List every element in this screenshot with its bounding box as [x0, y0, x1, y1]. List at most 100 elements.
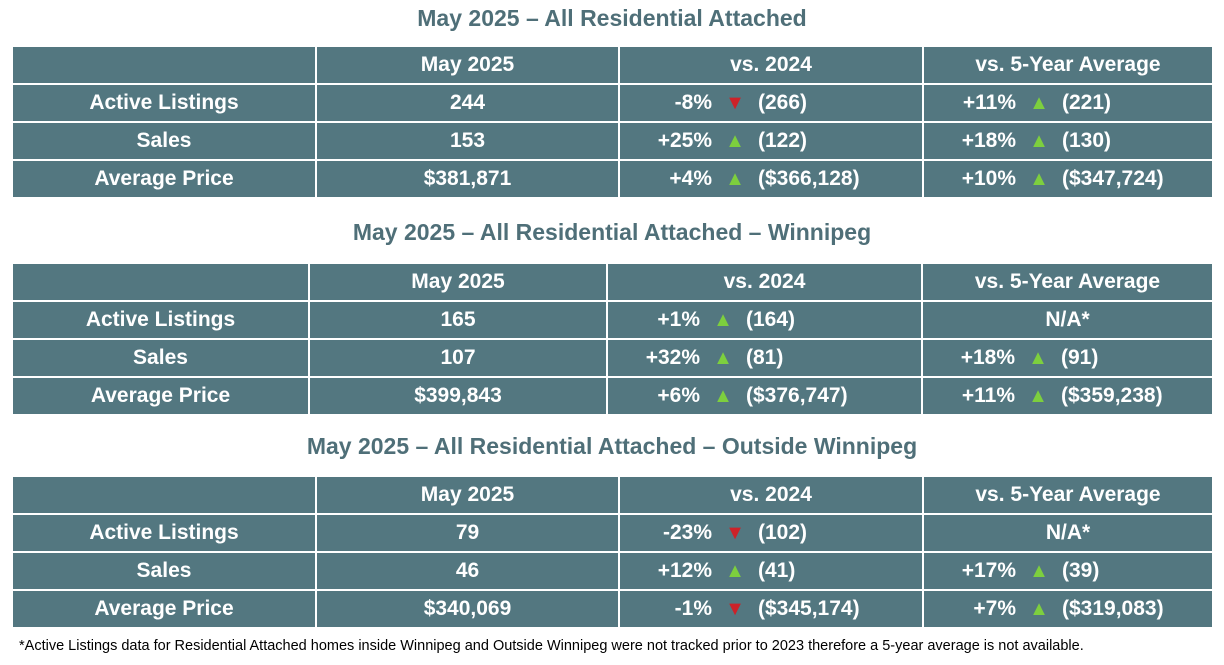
table-row: Average Price $340,069 -1% ▼ ($345,174) +7% ▲ (… [13, 589, 1212, 627]
vs-5yr-avg-cell: N/A* [922, 513, 1212, 553]
vs-2024-cell: -23% ▼ (102) [618, 513, 924, 553]
comparison: +7% ▲ ($319,083) [924, 591, 1212, 627]
comparison: +12% ▲ (41) [620, 553, 922, 589]
comparison: +25% ▲ (122) [620, 123, 922, 159]
percent-change: +25% [657, 129, 712, 152]
current-value: 107 [308, 338, 608, 378]
triangle-up-icon: ▲ [713, 308, 733, 331]
comparison: +1% ▲ (164) [608, 302, 921, 338]
vs-2024-cell: +32% ▲ (81) [606, 338, 923, 378]
percent-change: +10% [961, 167, 1016, 190]
percent-change: -1% [674, 597, 712, 620]
row-label: Sales [13, 551, 317, 591]
header-row: May 2025 vs. 2024 vs. 5-Year Average [13, 475, 1212, 515]
table-row: Average Price $381,871 +4% ▲ ($366,128) +10% ▲… [13, 159, 1212, 197]
current-value: $399,843 [308, 376, 608, 414]
table-row: Active Listings 79 -23% ▼ (102) N/A* [13, 513, 1212, 553]
percent-change: +11% [962, 91, 1016, 114]
current-value: 165 [308, 300, 608, 340]
percent-change: +7% [973, 597, 1016, 620]
comparison: -23% ▼ (102) [620, 515, 922, 551]
row-label: Average Price [13, 376, 310, 414]
comparison: +11% ▲ ($359,238) [923, 378, 1212, 414]
column-header: vs. 2024 [618, 475, 924, 515]
previous-value: ($319,083) [1062, 597, 1164, 620]
current-value: 46 [315, 551, 620, 591]
percent-change: +6% [657, 384, 700, 407]
previous-value: ($359,238) [1061, 384, 1163, 407]
triangle-up-icon: ▲ [713, 384, 733, 407]
table-row: Sales 46 +12% ▲ (41) +17% ▲ (39) [13, 551, 1212, 591]
percent-change: +4% [669, 167, 712, 190]
column-header: vs. 5-Year Average [921, 262, 1212, 302]
footnote: *Active Listings data for Residential At… [19, 638, 1084, 654]
row-label: Sales [13, 338, 310, 378]
triangle-up-icon: ▲ [1029, 129, 1049, 152]
comparison: +10% ▲ ($347,724) [924, 161, 1212, 197]
percent-change: +17% [961, 559, 1016, 582]
previous-value: (164) [746, 308, 796, 331]
previous-value: ($366,128) [758, 167, 860, 190]
column-header: May 2025 [315, 475, 620, 515]
percent-change: -8% [674, 91, 712, 114]
column-header: vs. 5-Year Average [922, 45, 1212, 85]
vs-5yr-avg-cell: +11% ▲ (221) [922, 83, 1212, 123]
vs-5yr-avg-cell: +11% ▲ ($359,238) [921, 376, 1212, 414]
previous-value: (221) [1062, 91, 1112, 114]
stats-table: May 2025 vs. 2024 vs. 5-Year Average Active… [13, 475, 1212, 627]
table-title: May 2025 – All Residential Attached – Wi… [352, 219, 872, 245]
stats-table: May 2025 vs. 2024 vs. 5-Year Average Active… [13, 262, 1212, 414]
current-value: $381,871 [315, 159, 620, 197]
header-row: May 2025 vs. 2024 vs. 5-Year Average [13, 262, 1212, 302]
triangle-up-icon: ▲ [1029, 167, 1049, 190]
vs-5yr-avg-cell: +18% ▲ (91) [921, 338, 1212, 378]
comparison: +17% ▲ (39) [924, 553, 1212, 589]
column-header: vs. 2024 [618, 45, 924, 85]
percent-change: +18% [961, 129, 1016, 152]
row-label: Average Price [13, 159, 317, 197]
comparison: -8% ▼ (266) [620, 85, 922, 121]
triangle-down-icon: ▼ [725, 521, 745, 544]
percent-change: +12% [657, 559, 712, 582]
comparison: +18% ▲ (130) [924, 123, 1212, 159]
comparison: +6% ▲ ($376,747) [608, 378, 921, 414]
vs-2024-cell: +6% ▲ ($376,747) [606, 376, 923, 414]
triangle-up-icon: ▲ [1029, 597, 1049, 620]
vs-2024-cell: -8% ▼ (266) [618, 83, 924, 123]
stats-table: May 2025 vs. 2024 vs. 5-Year Average Active… [13, 45, 1212, 197]
row-label: Average Price [13, 589, 317, 627]
previous-value: (130) [1062, 129, 1112, 152]
previous-value: (91) [1061, 346, 1099, 369]
row-label: Sales [13, 121, 317, 161]
current-value: 79 [315, 513, 620, 553]
comparison: +11% ▲ (221) [924, 85, 1212, 121]
triangle-up-icon: ▲ [713, 346, 733, 369]
comparison: +4% ▲ ($366,128) [620, 161, 922, 197]
row-label: Active Listings [13, 513, 317, 553]
triangle-up-icon: ▲ [1028, 384, 1048, 407]
table-title: May 2025 – All Residential Attached [417, 5, 807, 31]
vs-2024-cell: +1% ▲ (164) [606, 300, 923, 340]
triangle-down-icon: ▼ [725, 597, 745, 620]
previous-value: ($345,174) [758, 597, 860, 620]
vs-2024-cell: +12% ▲ (41) [618, 551, 924, 591]
vs-5yr-avg-cell: N/A* [921, 300, 1212, 340]
triangle-up-icon: ▲ [725, 129, 745, 152]
percent-change: +11% [961, 384, 1015, 407]
table-row: Sales 153 +25% ▲ (122) +18% ▲ (130) [13, 121, 1212, 161]
column-header: vs. 2024 [606, 262, 923, 302]
table-title: May 2025 – All Residential Attached – Ou… [306, 433, 918, 459]
row-label: Active Listings [13, 300, 310, 340]
triangle-up-icon: ▲ [1029, 91, 1049, 114]
percent-change: +1% [657, 308, 700, 331]
not-available: N/A* [1045, 308, 1090, 331]
column-header: vs. 5-Year Average [922, 475, 1212, 515]
previous-value: (102) [758, 521, 808, 544]
triangle-down-icon: ▼ [725, 91, 745, 114]
vs-2024-cell: +4% ▲ ($366,128) [618, 159, 924, 197]
previous-value: (81) [746, 346, 784, 369]
table-row: Active Listings 244 -8% ▼ (266) +11% ▲ (221) [13, 83, 1212, 123]
not-available: N/A* [1045, 521, 1091, 544]
triangle-up-icon: ▲ [725, 167, 745, 190]
comparison: -1% ▼ ($345,174) [620, 591, 922, 627]
